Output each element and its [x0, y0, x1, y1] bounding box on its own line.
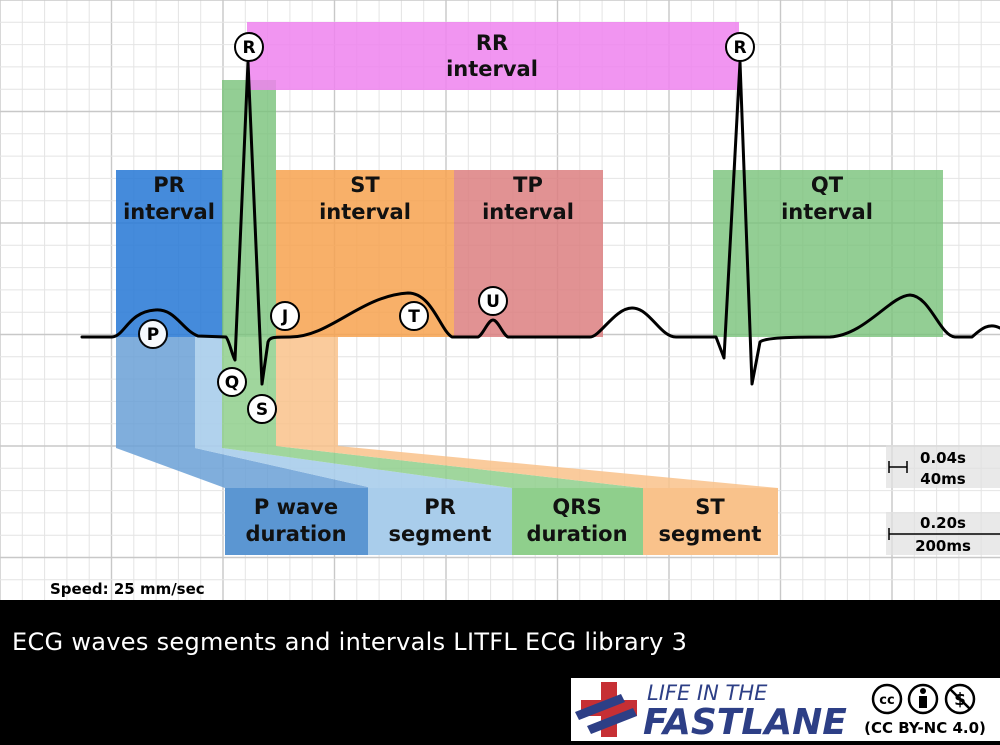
p-wave-duration-box: [225, 488, 368, 555]
cc-icon: cc: [871, 683, 903, 715]
wave-j: J: [270, 301, 300, 331]
pr-interval-box: [116, 170, 223, 337]
wave-u-label: U: [486, 292, 500, 312]
tp-interval-label-2: interval: [482, 200, 574, 224]
qt-interval-label: QT: [811, 173, 844, 197]
pr-segment-label: PR: [424, 495, 456, 519]
svg-text:cc: cc: [879, 693, 894, 708]
qrs-duration-label-2: duration: [526, 522, 627, 546]
st-interval-label: ST: [350, 173, 380, 197]
by-icon: [907, 683, 939, 715]
st-segment-box: [643, 488, 778, 555]
wave-p-label: P: [147, 325, 159, 345]
wave-u: U: [478, 286, 508, 316]
wave-p: P: [138, 319, 168, 349]
wave-s: S: [247, 394, 277, 424]
st-segment-label: ST: [695, 495, 725, 519]
wave-r2-label: R: [733, 38, 746, 58]
p-wave-duration-label: P wave: [254, 495, 338, 519]
speed-label: Speed: 25 mm/sec: [50, 580, 205, 598]
nc-icon: $: [944, 683, 976, 715]
wave-r2: R: [725, 32, 755, 62]
p-wave-duration-label-2: duration: [245, 522, 346, 546]
rr-interval-box: [247, 22, 739, 90]
wave-t-label: T: [408, 307, 420, 327]
qt-interval-box: [713, 170, 943, 337]
tp-interval-label: TP: [513, 173, 543, 197]
logo-line1: LIFE IN THE: [647, 681, 768, 705]
large-box-ms: 200ms: [915, 537, 971, 555]
qt-interval-label-2: interval: [781, 200, 873, 224]
st-interval-label-2: interval: [319, 200, 411, 224]
rr-interval-label-2: interval: [446, 57, 538, 81]
caption: ECG waves segments and intervals LITFL E…: [12, 628, 688, 656]
pr-interval-label: PR: [153, 173, 185, 197]
pr-segment-label-2: segment: [389, 522, 492, 546]
tp-interval-box: [454, 170, 603, 337]
wave-q-label: Q: [225, 373, 239, 393]
cross-icon: [575, 682, 637, 737]
wave-j-label: J: [281, 307, 288, 327]
litfl-logo: LIFE IN THE FASTLANE cc $ (CC BY-NC 4.0): [571, 678, 1000, 743]
small-box-time: 0.04s: [920, 449, 966, 467]
wave-r1: R: [234, 32, 264, 62]
wave-r1-label: R: [242, 38, 255, 58]
wave-s-label: S: [256, 400, 268, 420]
logo-line2: FASTLANE: [643, 702, 847, 741]
wave-t: T: [399, 301, 429, 331]
ecg-trace: [80, 60, 1000, 386]
ecg-diagram: R R P Q S J T U R: [0, 0, 1000, 600]
st-segment-label-2: segment: [659, 522, 762, 546]
qrs-duration-box: [512, 488, 643, 555]
qrs-duration-label: QRS: [552, 495, 601, 519]
large-box-time: 0.20s: [920, 514, 966, 532]
small-box-ms: 40ms: [920, 470, 966, 488]
pr-interval-label-2: interval: [123, 200, 215, 224]
wave-q: Q: [217, 367, 247, 397]
scale-key: 0.04s 40ms 0.20s 200ms: [886, 445, 1000, 555]
rr-interval-label: RR: [476, 31, 508, 55]
qrs-upper-box: [222, 80, 276, 337]
license-text: (CC BY-NC 4.0): [864, 719, 986, 737]
pr-segment-box: [368, 488, 512, 555]
